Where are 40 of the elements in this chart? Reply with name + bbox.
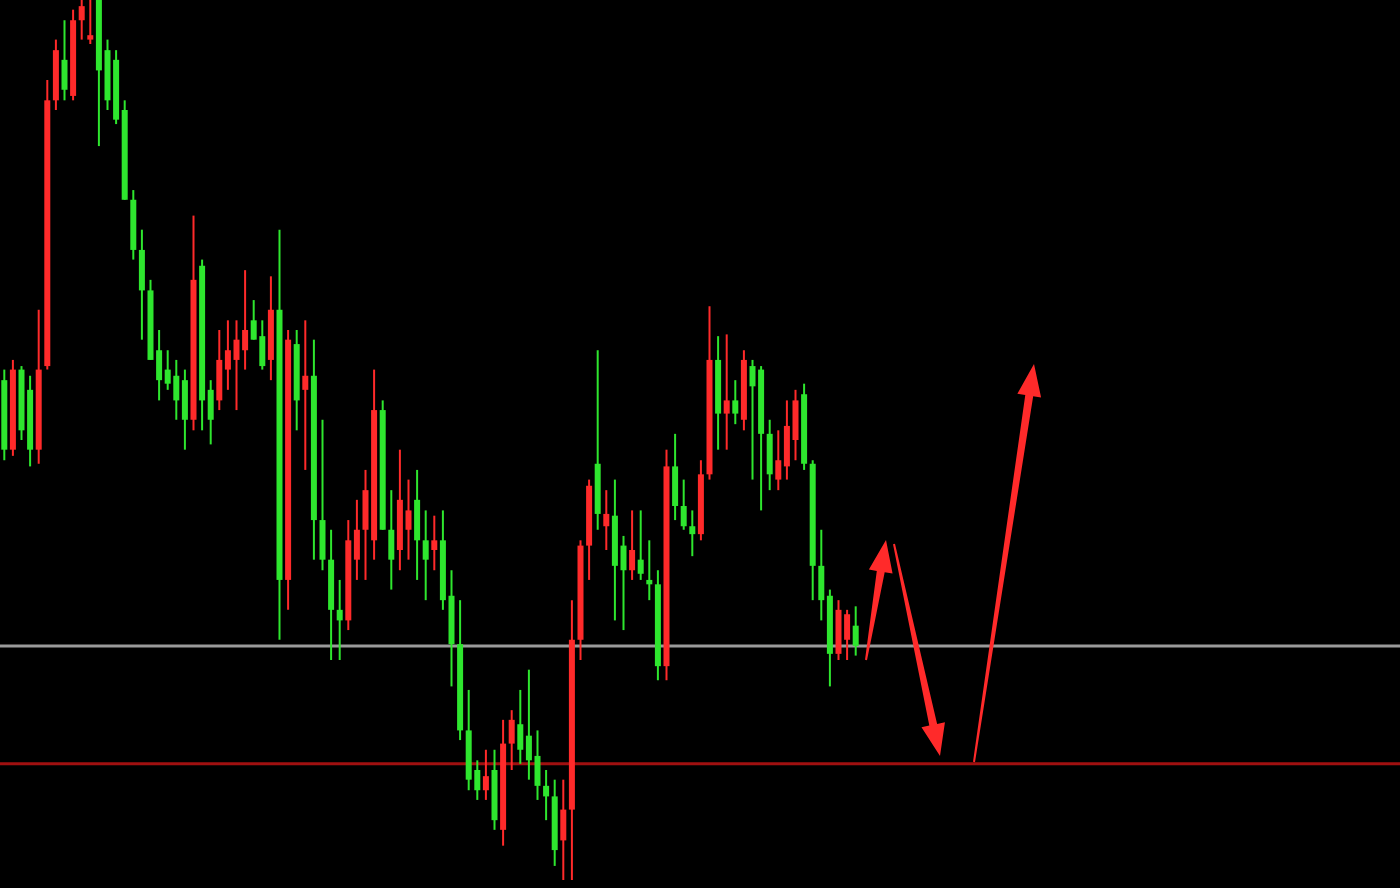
candlestick [319, 418, 326, 572]
candlestick [233, 319, 240, 412]
candlestick [388, 489, 395, 591]
candlestick [844, 608, 851, 661]
candlestick [775, 429, 782, 492]
candlestick [508, 709, 515, 771]
candlestick [637, 509, 644, 581]
candlestick [61, 19, 68, 102]
candlestick [749, 358, 756, 481]
candlestick [672, 432, 679, 522]
candlestick [680, 478, 687, 531]
candlestick [181, 368, 188, 451]
candlestick [336, 578, 343, 661]
candlestick [87, 0, 94, 45]
candlestick [603, 489, 610, 551]
candlestick [560, 778, 567, 881]
candlestick [517, 688, 524, 765]
candlestick [138, 228, 145, 341]
candlestick [723, 333, 730, 451]
candlestick [216, 329, 223, 412]
candlestick [405, 478, 412, 561]
candlestick [689, 509, 696, 558]
candlestick [534, 729, 541, 801]
candlestick [732, 379, 739, 426]
candlestick [242, 269, 249, 371]
candlestick [852, 605, 859, 657]
candlestick [629, 509, 636, 581]
candlestick [792, 388, 799, 462]
candlestick [543, 769, 550, 822]
candlestick [78, 0, 85, 41]
candlestick [431, 514, 438, 572]
candlestick [414, 468, 421, 581]
candlestick [422, 509, 429, 602]
candlestick [302, 319, 309, 471]
candlestick [646, 539, 653, 602]
candlestick [482, 748, 489, 801]
candlestick [173, 358, 180, 421]
candlestick [766, 418, 773, 492]
candlestick [259, 319, 266, 371]
candlestick [835, 599, 842, 661]
